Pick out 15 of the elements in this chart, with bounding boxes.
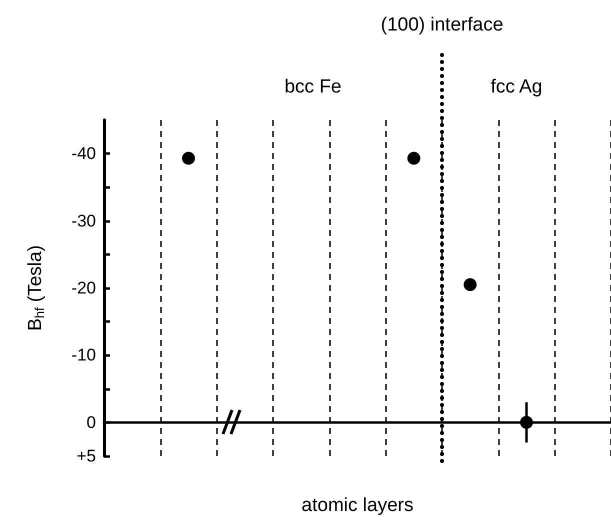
y-tick-label: 0 — [86, 412, 96, 432]
y-tick-label: -30 — [71, 211, 96, 230]
y-axis-title: Bhf (Tesla) — [25, 245, 47, 331]
x-axis-title: atomic layers — [302, 495, 414, 516]
point — [520, 416, 533, 429]
y-tick-label: -20 — [71, 278, 96, 298]
point — [464, 278, 477, 292]
text: fcc Ag — [490, 76, 542, 98]
point — [407, 152, 420, 165]
text: bcc Fe — [284, 76, 342, 98]
y-tick-label: +5 — [76, 446, 96, 466]
y-tick-label: -10 — [71, 346, 96, 365]
point — [182, 152, 195, 165]
text: (100) interface — [380, 14, 504, 36]
y-tick-label: -40 — [71, 144, 96, 164]
